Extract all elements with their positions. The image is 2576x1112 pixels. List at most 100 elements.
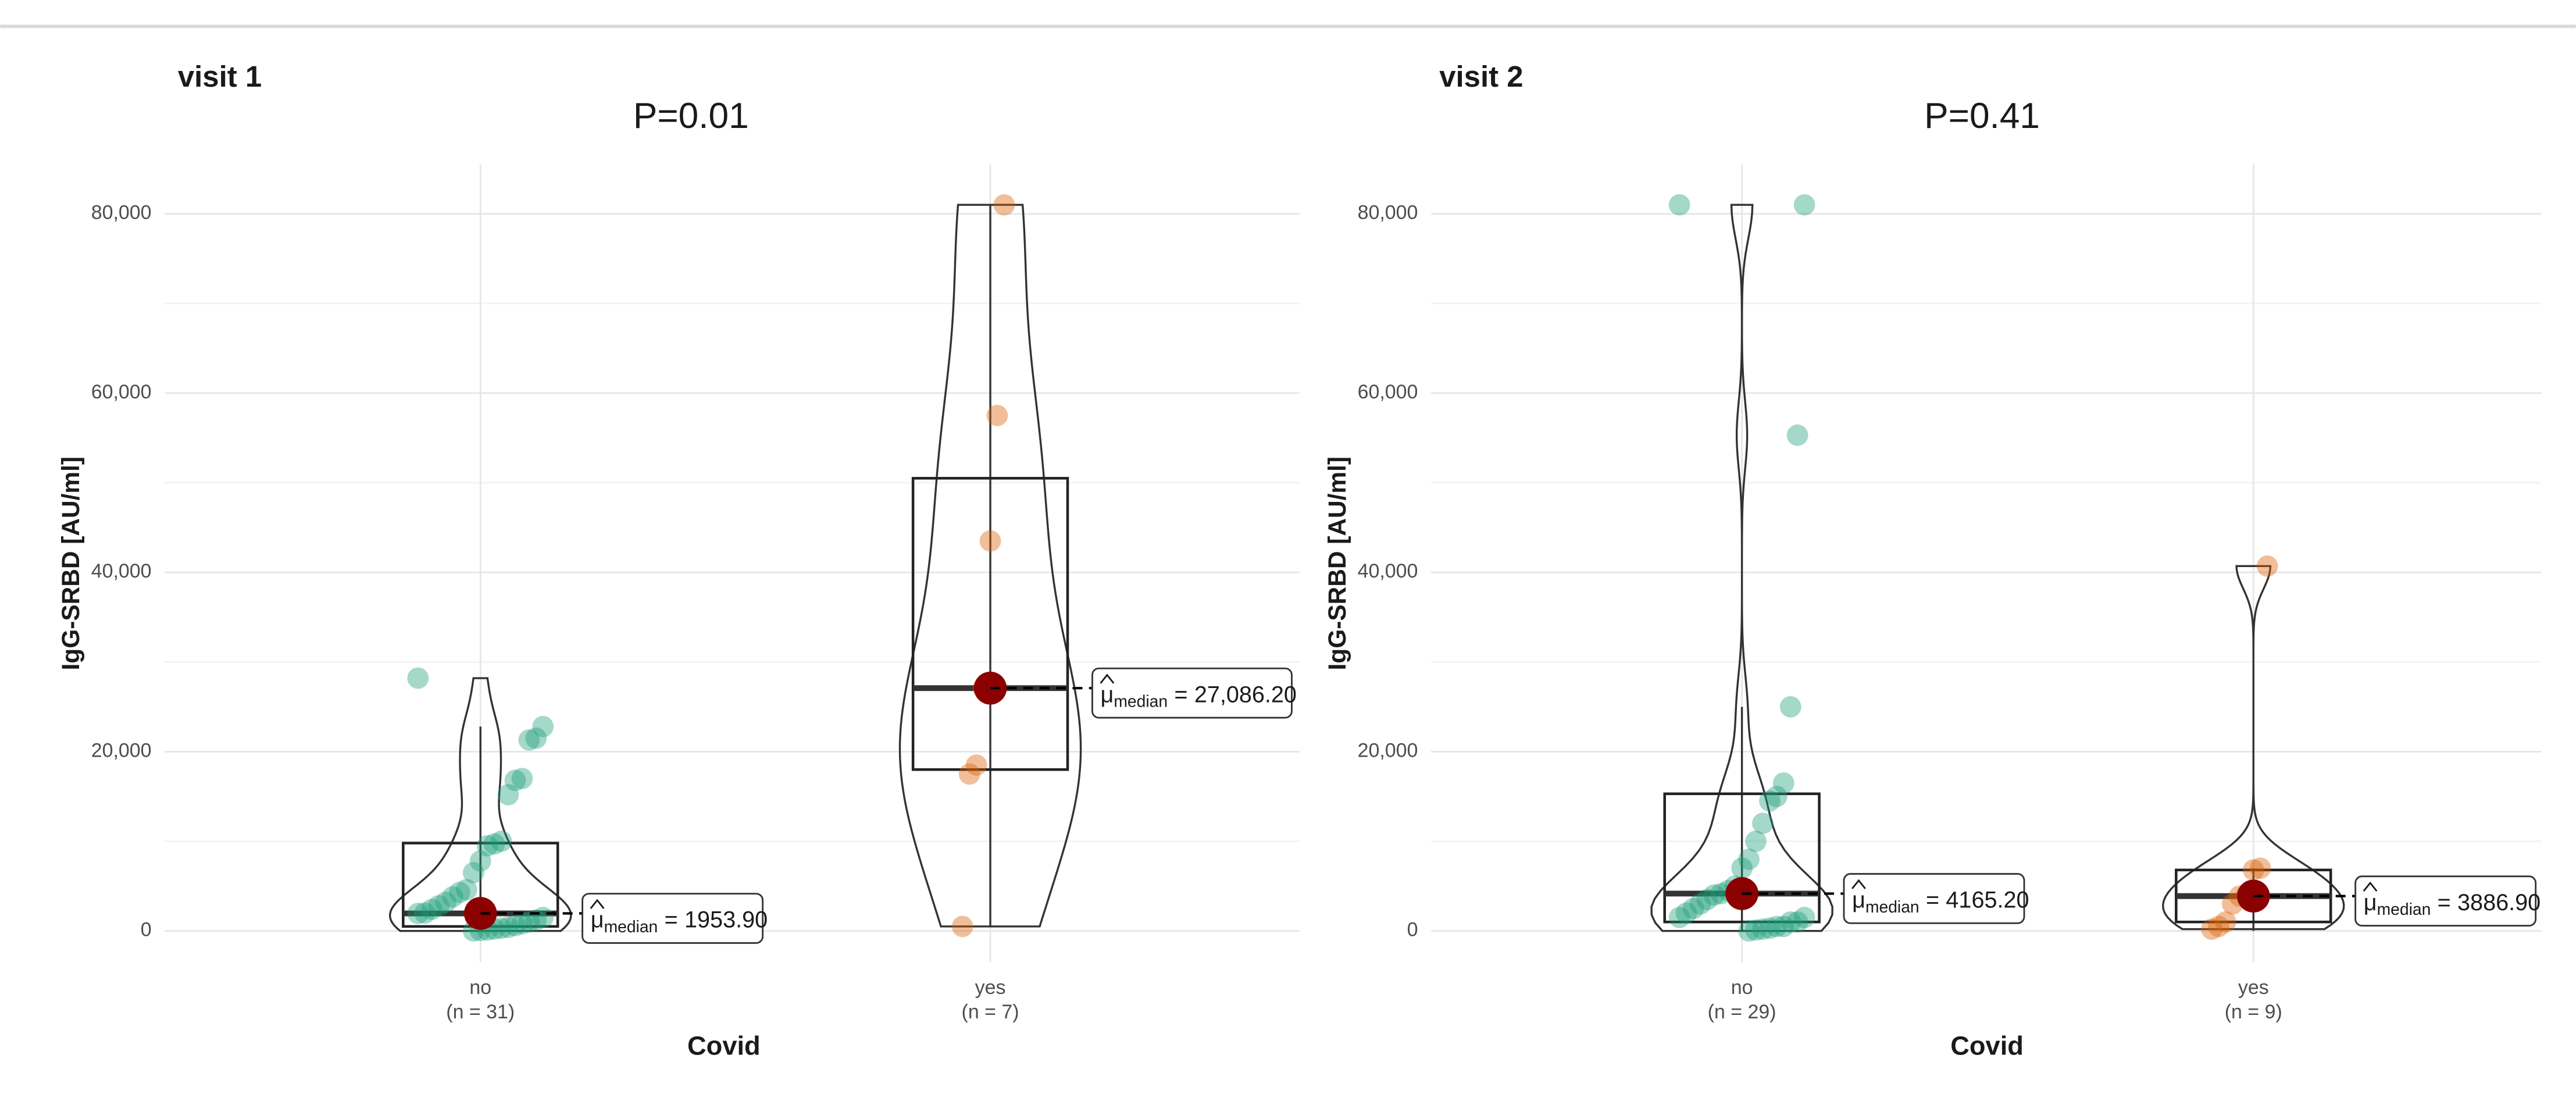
y-tick-label: 40,000 [1358, 560, 1418, 582]
x-tick-count: (n = 9) [2225, 1001, 2282, 1023]
y-tick-label: 20,000 [1358, 739, 1418, 761]
x-tick-label: yes [2238, 976, 2269, 999]
data-point [1765, 915, 1787, 938]
x-axis-label: Covid [687, 1031, 761, 1061]
data-point [979, 530, 1001, 552]
y-tick-label: 60,000 [91, 381, 152, 403]
median-label-box [1091, 667, 1293, 719]
data-point [951, 915, 973, 938]
data-point [483, 833, 505, 855]
data-point [2201, 918, 2223, 940]
data-point [518, 911, 540, 933]
data-point [435, 891, 456, 913]
plot-background [165, 164, 1300, 963]
data-point [525, 909, 547, 931]
data-point [525, 727, 547, 749]
data-point [421, 899, 443, 921]
data-point [993, 194, 1015, 216]
median-symbol: μ [591, 907, 604, 933]
median-value: 3886.90 [2457, 890, 2541, 915]
median-subscript: median [1114, 692, 1168, 711]
box [911, 477, 1069, 771]
median-label: μmedian = 3886.90 [2364, 890, 2541, 918]
median-label: μmedian = 27,086.20 [1101, 682, 1297, 711]
data-point [407, 667, 429, 689]
data-point [2242, 859, 2264, 881]
median-value: 4165.20 [1946, 888, 2029, 913]
data-point [1731, 857, 1753, 879]
y-tick-label: 40,000 [91, 560, 152, 582]
data-point [1793, 194, 1815, 216]
data-point [986, 405, 1008, 426]
x-axis-label: Covid [1950, 1031, 2024, 1061]
data-point [1738, 920, 1760, 942]
median-value: 1953.90 [684, 907, 768, 933]
plot-background [1431, 164, 2542, 963]
data-point [1696, 889, 1718, 911]
data-point [2256, 555, 2278, 577]
x-tick-label: no [1731, 976, 1753, 999]
data-point [1745, 831, 1767, 852]
x-tick-label: no [469, 976, 491, 999]
hat [590, 899, 605, 909]
data-point [1675, 902, 1697, 924]
data-point [511, 913, 533, 935]
median-symbol: μ [1852, 888, 1865, 913]
panel-title: visit 1 [178, 60, 262, 93]
median-subscript: median [1865, 897, 1919, 916]
data-point [504, 915, 526, 936]
hat [1851, 879, 1866, 889]
y-tick-label: 0 [141, 919, 152, 941]
y-axis-label: IgG-SRBD [AU/ml] [57, 457, 84, 671]
median-symbol: μ [2364, 890, 2377, 915]
x-tick-count: (n = 29) [1708, 1001, 1776, 1023]
data-point [532, 907, 554, 928]
data-point [1779, 696, 1801, 718]
median-subscript: median [2377, 900, 2431, 919]
data-point [1772, 915, 1794, 938]
median-equals: = [665, 907, 678, 933]
data-point [414, 902, 436, 924]
y-tick-label: 60,000 [1358, 381, 1418, 403]
data-point [518, 729, 540, 751]
violin [898, 204, 1082, 928]
y-tick-label: 80,000 [1358, 202, 1418, 224]
median-label: μmedian = 4165.20 [1852, 888, 2029, 916]
data-point [1759, 790, 1781, 812]
data-point [490, 917, 512, 939]
data-point [442, 886, 463, 908]
data-point [1745, 919, 1767, 941]
data-point [1779, 911, 1801, 933]
x-tick-label: yes [975, 976, 1006, 999]
violin [1650, 204, 1833, 932]
data-point [1668, 907, 1690, 928]
data-point [511, 768, 533, 790]
data-point [2208, 915, 2229, 938]
hat [2363, 881, 2378, 892]
median-label-box [581, 893, 764, 944]
panel-subtitle: P=0.01 [633, 96, 749, 136]
data-point [965, 754, 987, 776]
y-axis-label: IgG-SRBD [AU/ml] [1323, 457, 1351, 671]
data-point [2215, 911, 2236, 933]
data-point [1752, 812, 1774, 835]
data-point [1689, 893, 1711, 915]
data-point [469, 850, 491, 872]
hat [1100, 673, 1115, 684]
data-point [1765, 786, 1787, 807]
y-tick-label: 80,000 [91, 202, 152, 224]
panel-title: visit 2 [1439, 60, 1523, 93]
data-point [490, 831, 512, 852]
data-point [504, 769, 526, 792]
data-point [449, 882, 470, 903]
median-equals: = [1174, 682, 1187, 708]
median-equals: = [2438, 890, 2451, 915]
data-point [428, 895, 449, 917]
data-point [1703, 884, 1725, 906]
data-point [1786, 424, 1808, 446]
violin [388, 677, 572, 932]
median-subscript: median [604, 917, 658, 936]
median-value: 27,086.20 [1194, 682, 1297, 708]
data-point [497, 784, 519, 806]
